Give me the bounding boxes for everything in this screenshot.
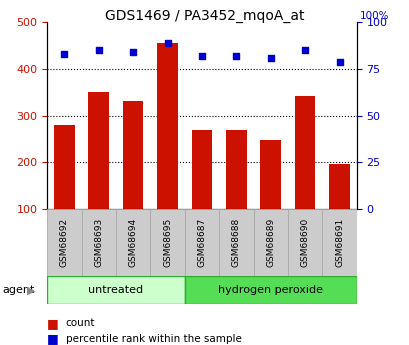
Text: count: count	[65, 318, 95, 328]
Text: hydrogen peroxide: hydrogen peroxide	[218, 285, 322, 295]
Text: GSM68694: GSM68694	[128, 218, 137, 267]
Text: GSM68691: GSM68691	[334, 218, 343, 267]
Text: ■: ■	[47, 332, 59, 345]
Bar	[184, 276, 356, 304]
Point	[198, 53, 204, 59]
Text: agent: agent	[2, 285, 34, 295]
Bar	[116, 209, 150, 276]
Bar	[328, 164, 349, 209]
Bar	[47, 209, 81, 276]
Point	[335, 59, 342, 64]
Bar	[321, 209, 356, 276]
Text: GDS1469 / PA3452_mqoA_at: GDS1469 / PA3452_mqoA_at	[105, 9, 304, 23]
Point	[61, 51, 67, 57]
Text: ▶: ▶	[27, 285, 35, 295]
Bar	[287, 209, 321, 276]
Point	[232, 53, 239, 59]
Bar	[260, 140, 280, 209]
Bar	[81, 209, 116, 276]
Text: GSM68692: GSM68692	[60, 218, 69, 267]
Text: 100%: 100%	[359, 11, 388, 21]
Text: untreated: untreated	[88, 285, 143, 295]
Point	[95, 48, 102, 53]
Point	[267, 55, 273, 61]
Bar	[157, 43, 178, 209]
Point	[164, 40, 171, 46]
Bar	[191, 130, 212, 209]
Text: GSM68687: GSM68687	[197, 218, 206, 267]
Point	[301, 48, 308, 53]
Bar	[218, 209, 253, 276]
Text: GSM68690: GSM68690	[300, 218, 309, 267]
Bar	[123, 101, 143, 209]
Text: GSM68688: GSM68688	[231, 218, 240, 267]
Bar	[225, 129, 246, 209]
Text: percentile rank within the sample: percentile rank within the sample	[65, 334, 241, 344]
Bar	[150, 209, 184, 276]
Bar	[294, 96, 315, 209]
Bar	[47, 276, 184, 304]
Text: GSM68695: GSM68695	[163, 218, 172, 267]
Bar	[54, 125, 74, 209]
Point	[130, 49, 136, 55]
Text: GSM68693: GSM68693	[94, 218, 103, 267]
Bar	[88, 92, 109, 209]
Bar	[184, 209, 218, 276]
Text: ■: ■	[47, 317, 59, 330]
Bar	[253, 209, 287, 276]
Text: GSM68689: GSM68689	[265, 218, 274, 267]
